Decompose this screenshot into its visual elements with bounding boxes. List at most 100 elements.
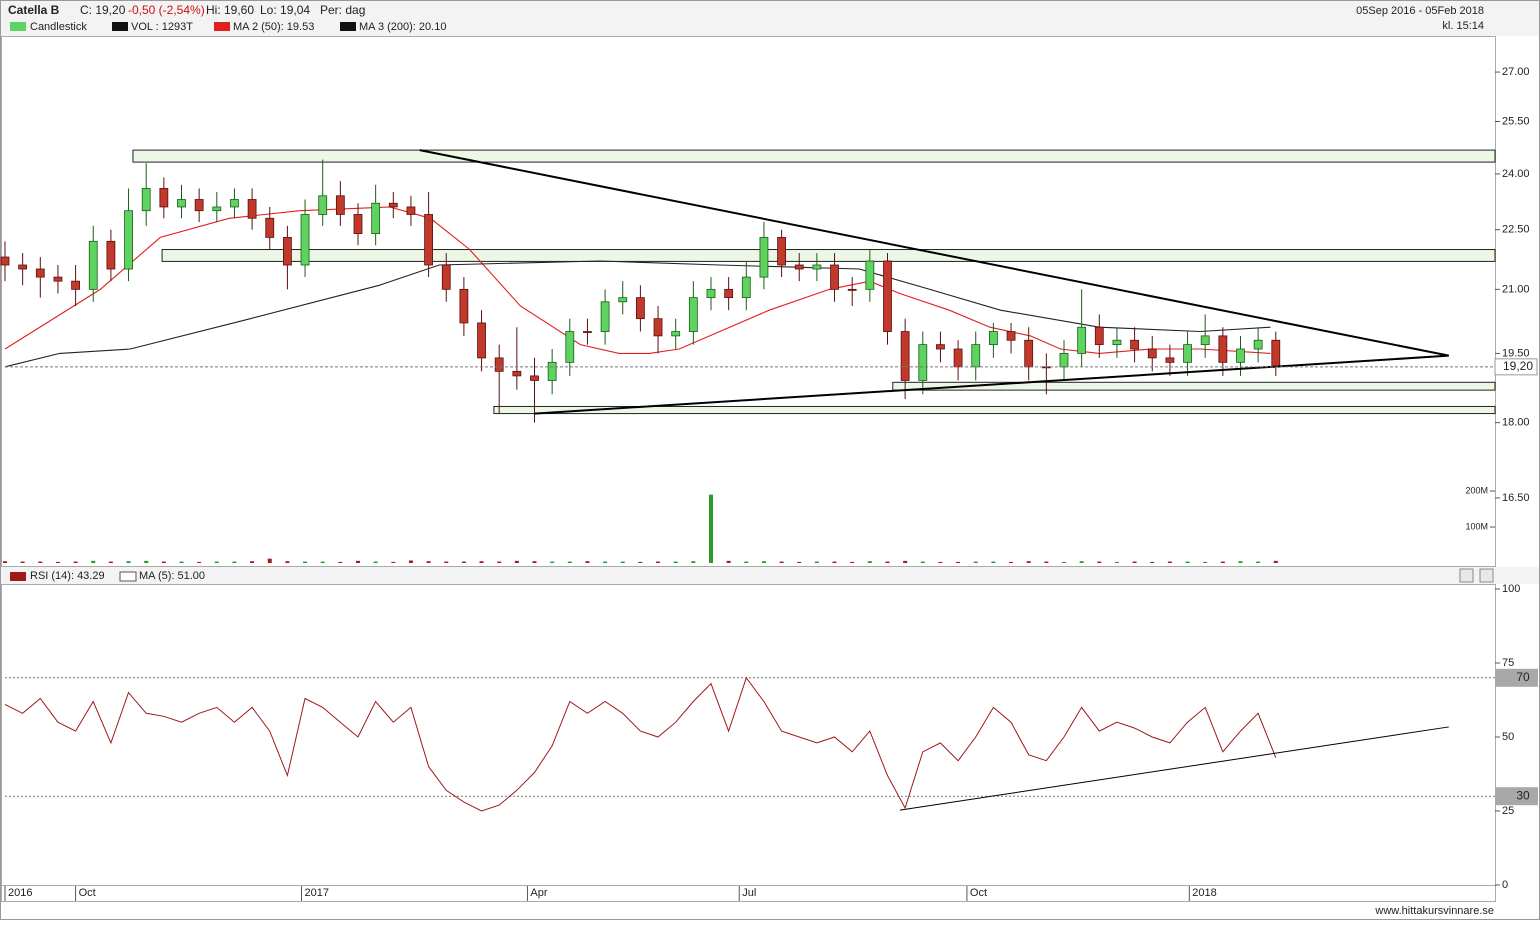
legend-rsi[interactable]: RSI (14): 43.29 [30, 570, 105, 582]
volume-bar [338, 561, 343, 563]
candle-body [71, 280, 80, 290]
volume-bar [408, 560, 413, 563]
volume-bar [479, 561, 484, 563]
zone [493, 405, 1496, 415]
x-tick-label: Jul [742, 887, 756, 899]
volume-bar [708, 494, 713, 563]
volume-bar [1238, 561, 1243, 563]
volume-bar [1061, 561, 1066, 563]
candle-body [936, 344, 945, 350]
volume-bar [1273, 560, 1278, 563]
volume-bar [1150, 561, 1155, 563]
volume-bar [161, 561, 166, 563]
candle-body [1094, 326, 1104, 346]
settings-button[interactable] [1459, 568, 1474, 583]
candle-body [618, 297, 628, 303]
candle-body [688, 297, 698, 332]
volume-bar [1132, 561, 1137, 563]
candle-body [494, 357, 504, 372]
candle-body [600, 301, 610, 332]
volume-bar [267, 558, 272, 563]
candle-body [159, 188, 169, 208]
rsi-tick-label: 100 [1502, 583, 1520, 595]
legend-ma200[interactable]: MA 3 (200): 20.10 [359, 21, 446, 33]
volume-bar [885, 561, 890, 563]
zone [892, 381, 1496, 391]
volume-bar [797, 561, 802, 563]
candle-body [741, 276, 751, 299]
close-button[interactable] [1479, 568, 1494, 583]
y-tick-label: 24.00 [1502, 168, 1530, 180]
candle-body [847, 288, 857, 291]
volume-bar [108, 561, 113, 563]
candle-body [388, 202, 398, 208]
candle-body [18, 264, 28, 270]
rsi-level-box [1495, 787, 1538, 806]
volume-bar [444, 561, 449, 563]
candle-body [371, 202, 381, 234]
volume-bar [1256, 561, 1261, 563]
rsi-level-label: 70 [1516, 670, 1530, 684]
candle-body [1200, 335, 1210, 346]
legend-volume[interactable]: VOL : 1293T [131, 21, 193, 33]
volume-bar [550, 561, 555, 563]
volume-bar [603, 561, 608, 563]
candle-body [141, 188, 151, 212]
volume-bar [903, 560, 908, 563]
candle-body [530, 375, 539, 381]
rsi-level-label: 30 [1516, 788, 1530, 802]
price-panel [1, 36, 1496, 567]
candle-body [988, 331, 998, 346]
y-tick-label: 19.50 [1502, 347, 1530, 359]
volume-bar [761, 561, 766, 563]
rsi-line [4, 676, 1277, 812]
candle-body [583, 331, 592, 333]
volume-bar [232, 561, 237, 563]
candle-body [971, 344, 981, 368]
candle-body [441, 264, 451, 290]
volume-bar [973, 561, 978, 563]
candle-body [918, 344, 928, 381]
y-tick-label: 18.00 [1502, 417, 1530, 429]
candle-body [565, 331, 575, 363]
volume-bar [3, 561, 7, 563]
x-axis-bar [1, 885, 1496, 902]
candle-body [653, 318, 663, 337]
header-bar [1, 1, 1539, 36]
volume-bar [285, 561, 290, 563]
legend-ma50[interactable]: MA 2 (50): 19.53 [233, 21, 314, 33]
y-tick-label: 22.50 [1502, 224, 1530, 236]
volume-bar [426, 561, 431, 563]
candle-body [953, 348, 963, 368]
candle-body [230, 199, 239, 208]
volume-bar [1185, 561, 1190, 563]
zone [161, 249, 1496, 262]
volume-bar [197, 561, 202, 563]
volume-bar [1026, 561, 1031, 563]
rsi-header-bar [1, 567, 1539, 584]
y-tick-label: 25.50 [1502, 115, 1530, 127]
change-text: -0,50 (-2,54%) [128, 3, 205, 17]
volume-bar [391, 561, 396, 563]
legend-candles[interactable]: Candlestick [30, 21, 87, 33]
volume-bar [779, 561, 784, 563]
candle-body [547, 361, 557, 381]
candle-body [830, 264, 839, 290]
candle-body [1112, 339, 1122, 346]
x-tick-label: 2018 [1192, 887, 1216, 899]
candle-body [1130, 339, 1139, 350]
legend-rsi-ma[interactable]: MA (5): 51.00 [139, 570, 205, 582]
candle-body [1077, 326, 1087, 354]
volume-bar [744, 561, 749, 563]
candle-body [671, 331, 681, 337]
candle-body [1253, 339, 1263, 350]
candle-body [406, 206, 416, 215]
legend-swatch [119, 571, 137, 582]
y-tick-label: 16.50 [1502, 492, 1530, 504]
volume-bar [20, 561, 25, 563]
x-tick-label: 2017 [305, 887, 329, 899]
footer: www.hittakursvinnare.se [1374, 905, 1494, 917]
candle-body [1236, 348, 1245, 363]
candle-body [812, 264, 822, 270]
volume-bar [532, 561, 537, 563]
